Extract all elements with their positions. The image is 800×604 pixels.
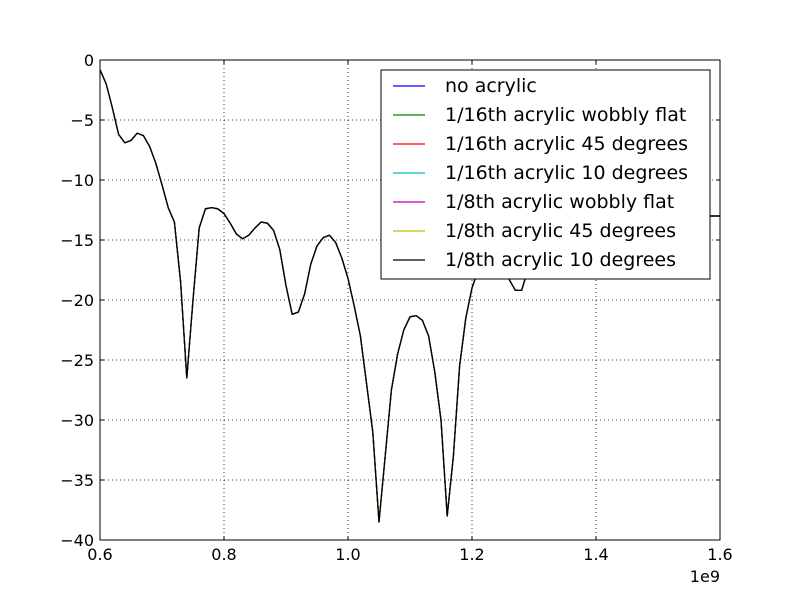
y-tick-label: −30 [60, 411, 94, 430]
legend-label: no acrylic [445, 75, 537, 97]
y-tick-label: −5 [70, 111, 94, 130]
y-tick-label: −20 [60, 291, 94, 310]
y-tick-label: 0 [84, 51, 94, 70]
y-tick-label: −40 [60, 531, 94, 550]
x-tick-label: 1.6 [707, 545, 732, 564]
y-tick-label: −10 [60, 171, 94, 190]
x-tick-label: 1.2 [459, 545, 484, 564]
y-tick-label: −25 [60, 351, 94, 370]
axis-ticks: 0.6 0.8 1.0 1.2 1.4 1.6 0 −5 −10 −15 −20 −25 −30 −35 −… [60, 51, 732, 564]
legend-label: 1/8th acrylic wobbly flat [445, 191, 674, 213]
x-tick-label: 1.0 [335, 545, 360, 564]
legend-label: 1/8th acrylic 45 degrees [445, 220, 676, 242]
legend-box [380, 69, 711, 280]
legend-label: 1/8th acrylic 10 degrees [445, 249, 676, 271]
x-tick-label: 0.8 [211, 545, 236, 564]
legend-label: 1/16th acrylic 10 degrees [445, 162, 688, 184]
x-axis-offset-label: 1e9 [690, 567, 720, 586]
legend-label: 1/16th acrylic 45 degrees [445, 133, 688, 155]
y-tick-label: −15 [60, 231, 94, 250]
legend-label: 1/16th acrylic wobbly flat [445, 104, 686, 126]
x-tick-label: 1.4 [583, 545, 608, 564]
legend: no acrylic 1/16th acrylic wobbly flat 1/16… [380, 69, 711, 280]
y-tick-label: −35 [60, 471, 94, 490]
x-tick-label: 0.6 [87, 545, 112, 564]
